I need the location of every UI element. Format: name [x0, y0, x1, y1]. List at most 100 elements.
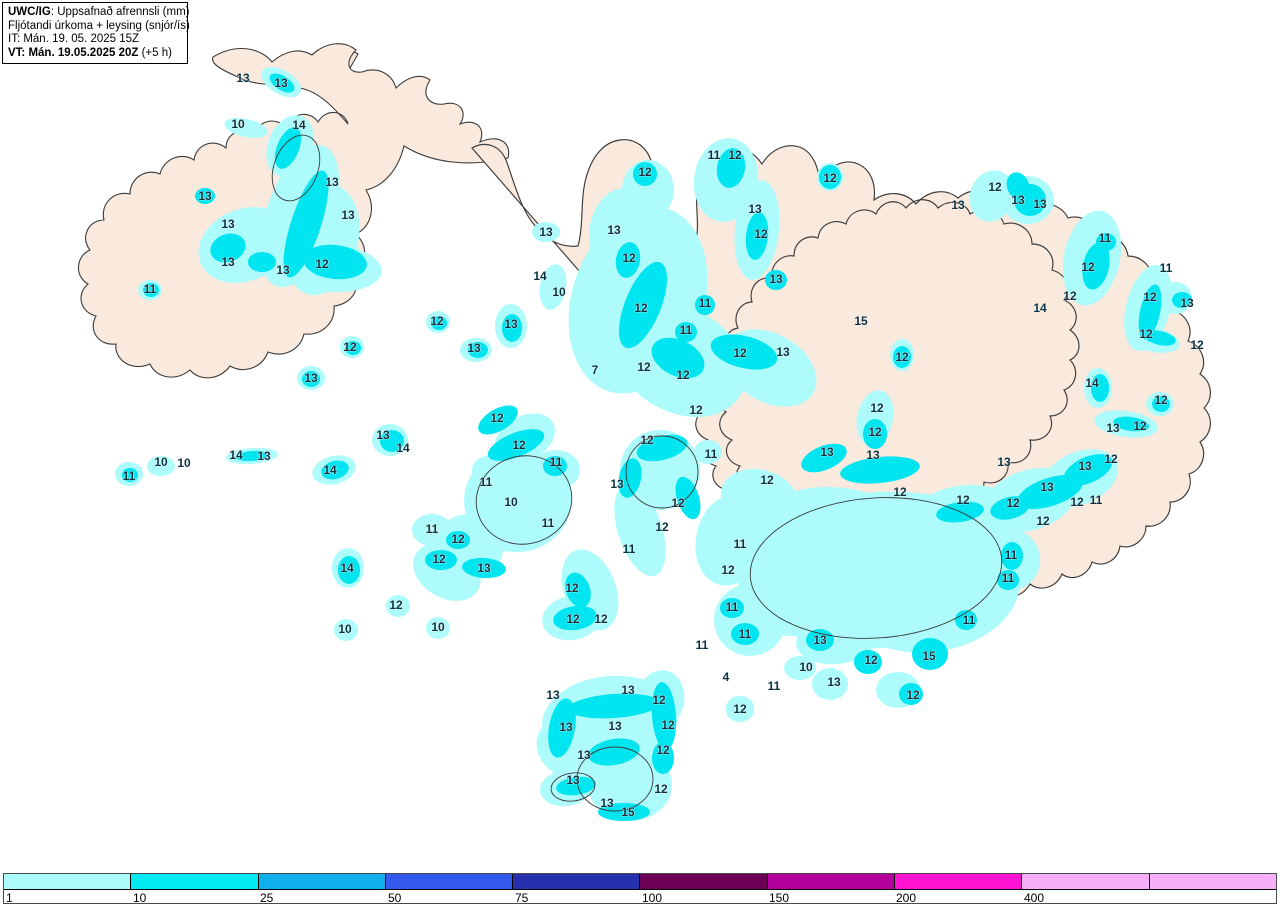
station-value-label: 12 — [721, 563, 735, 577]
station-value-label: 12 — [566, 612, 580, 626]
station-value-label: 12 — [512, 438, 526, 452]
station-value-label: 13 — [621, 683, 635, 697]
coastline-detail — [271, 134, 1003, 812]
station-value-label: 13 — [221, 255, 235, 269]
station-value-label: 11 — [1159, 261, 1173, 275]
colorbar-tick-1: 1 — [6, 891, 13, 905]
station-value-label: 12 — [638, 165, 652, 179]
colorbar-swatch-8[interactable] — [1022, 874, 1150, 889]
station-value-label: 11 — [1004, 548, 1018, 562]
station-value-label: 11 — [1001, 571, 1015, 585]
colorbar-swatch-4[interactable] — [513, 874, 641, 889]
station-value-label: 14 — [340, 561, 354, 575]
station-value-label: 12 — [637, 360, 651, 374]
station-value-label: 13 — [325, 175, 339, 189]
station-value-label: 13 — [600, 796, 614, 810]
colorbar-tick-100: 100 — [642, 891, 663, 905]
station-value-label: 12 — [594, 612, 608, 626]
station-value-label: 14 — [292, 118, 306, 132]
station-value-label: 11 — [695, 638, 709, 652]
station-value-label: 12 — [823, 171, 837, 185]
station-value-label: 13 — [813, 633, 827, 647]
colorbar-swatch-3[interactable] — [385, 874, 514, 889]
colorbar-swatch-6[interactable] — [767, 874, 896, 889]
station-value-label: 13 — [221, 217, 235, 231]
station-value-label: 11 — [738, 627, 752, 641]
forecast-info-box: UWC/IG: Uppsafnað afrennsli (mm) Fljótan… — [2, 2, 190, 65]
station-value-label: 14 — [533, 269, 547, 283]
colorbar-swatch-1[interactable] — [131, 874, 259, 889]
colorbar-swatch-2[interactable] — [258, 874, 386, 889]
station-value-label: 13 — [376, 428, 390, 442]
station-value-label: 13 — [1078, 459, 1092, 473]
station-value-label: 10 — [799, 660, 813, 674]
info-line-issue-time: IT: Mán. 19. 05. 2025 15Z — [8, 33, 140, 46]
station-value-label: 12 — [1143, 290, 1157, 304]
station-value-label: 13 — [866, 448, 880, 462]
station-value-label: 10 — [552, 285, 566, 299]
runoff-band-mid — [122, 73, 1192, 821]
station-value-label: 12 — [634, 301, 648, 315]
station-value-label: 11 — [541, 516, 555, 530]
station-value-label: 12 — [988, 180, 1002, 194]
station-value-label: 11 — [1089, 493, 1103, 507]
station-value-label: 12 — [654, 782, 668, 796]
map-canvas[interactable]: UWC/IG: Uppsafnað afrennsli (mm) Fljótan… — [0, 0, 1280, 868]
info-valid-time-offset: (+5 h) — [138, 46, 172, 59]
station-value-label: 13 — [559, 720, 573, 734]
colorbar-tick-200: 200 — [896, 891, 917, 905]
station-value-label: 13 — [1033, 197, 1047, 211]
station-value-label: 12 — [622, 251, 636, 265]
station-value-label: 4 — [722, 670, 730, 684]
station-value-label: 13 — [276, 263, 290, 277]
station-value-label: 14 — [1085, 376, 1099, 390]
station-value-label: 12 — [689, 403, 703, 417]
station-value-label: 12 — [1006, 496, 1020, 510]
station-value-label: 11 — [725, 600, 739, 614]
station-value-label: 12 — [733, 346, 747, 360]
colorbar-tick-10: 10 — [133, 891, 147, 905]
station-value-label: 12 — [1133, 419, 1147, 433]
station-value-label: 12 — [895, 350, 909, 364]
station-value-label: 12 — [1063, 289, 1077, 303]
colorbar-swatch-7[interactable] — [895, 874, 1023, 889]
colorbar-swatches[interactable] — [4, 874, 1276, 890]
station-value-label: 11 — [733, 537, 747, 551]
station-value-label: 12 — [565, 581, 579, 595]
station-value-label: 11 — [698, 296, 712, 310]
station-value-label: 12 — [956, 493, 970, 507]
station-value-label: 12 — [864, 653, 878, 667]
station-value-label: 13 — [997, 455, 1011, 469]
info-line-valid-time: VT: Mán. 19.05.2025 20Z (+5 h) — [8, 47, 183, 61]
station-value-label: 11 — [622, 542, 636, 556]
colorbar-swatch-5[interactable] — [640, 874, 768, 889]
station-value-label: 13 — [769, 272, 783, 286]
colorbar-swatch-0[interactable] — [4, 874, 132, 889]
station-value-label: 12 — [1104, 452, 1118, 466]
station-value-label: 14 — [323, 463, 337, 477]
station-value-label: 10 — [504, 495, 518, 509]
station-value-label: 13 — [1011, 193, 1025, 207]
station-value-label: 13 — [566, 773, 580, 787]
colorbar-frame: 1 10 25 50 75 100 150 200 400 — [3, 873, 1277, 905]
station-value-label: 15 — [854, 314, 868, 328]
station-value-label: 11 — [425, 522, 439, 536]
station-value-label: 13 — [608, 719, 622, 733]
station-value-label: 13 — [1040, 480, 1054, 494]
station-value-label: 10 — [231, 117, 245, 131]
info-line-description: Fljótandi úrkoma + leysing (snjór/ís) — [8, 19, 190, 32]
station-value-label: 13 — [546, 688, 560, 702]
station-value-label: 12 — [870, 401, 884, 415]
station-value-label: 12 — [1154, 393, 1168, 407]
station-value-label: 12 — [868, 425, 882, 439]
colorbar-swatch-9[interactable] — [1149, 874, 1276, 889]
colorbar-tick-150: 150 — [769, 891, 790, 905]
station-value-label: 14 — [1033, 301, 1047, 315]
station-value-label: 11 — [549, 455, 563, 469]
station-value-label: 12 — [906, 688, 920, 702]
station-value-label: 11 — [704, 447, 718, 461]
station-value-label: 12 — [430, 314, 444, 328]
station-value-label: 13 — [577, 748, 591, 762]
station-value-label: 13 — [477, 561, 491, 575]
